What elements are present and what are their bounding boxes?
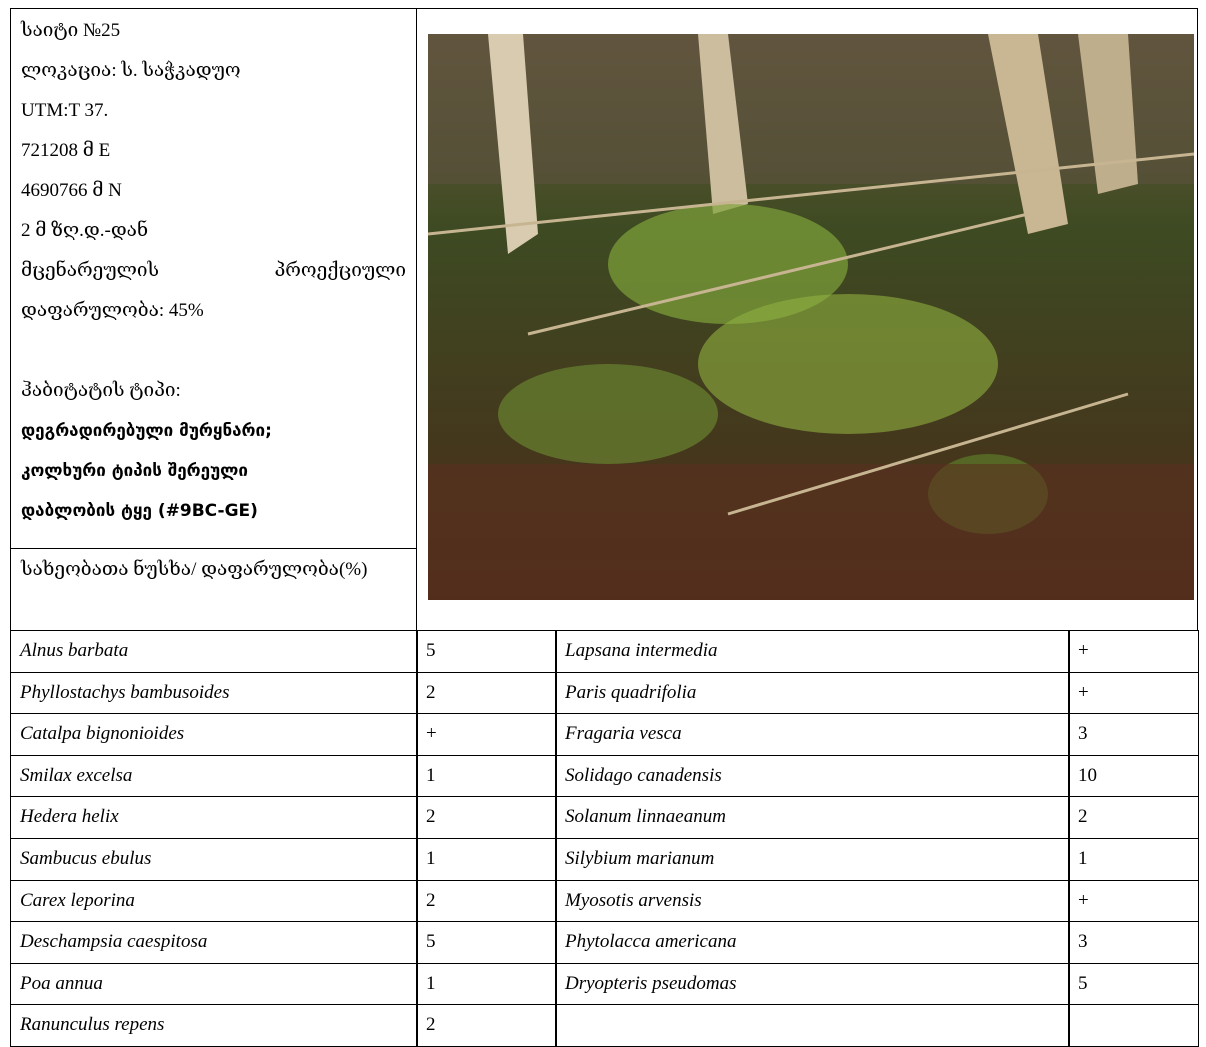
cover-value: 2 — [416, 796, 557, 839]
species-name: Myosotis arvensis — [555, 879, 1070, 923]
species-name: Phyllostachys bambusoides — [10, 671, 418, 715]
species-name: Lapsana intermedia — [555, 630, 1070, 673]
cover-value — [1068, 1004, 1199, 1047]
cover-value: 5 — [1068, 962, 1199, 1006]
species-name: Solanum linnaeanum — [555, 796, 1070, 839]
coverage: მცენარეულის პროექციული დაფარულობა: 45% — [21, 260, 406, 321]
cover-value: 1 — [416, 838, 557, 881]
cover-value: 10 — [1068, 754, 1199, 798]
cover-value: + — [1068, 879, 1199, 923]
species-header: სახეობათა ნუსხა/ დაფარულობა(%) — [10, 548, 417, 631]
species-name: Smilax excelsa — [10, 754, 418, 798]
site-line: 721208 მ E — [21, 140, 111, 161]
cover-value: 2 — [416, 1004, 557, 1047]
site-line: 4690766 მ N — [21, 180, 122, 201]
cover-value: 5 — [416, 630, 557, 673]
cover-value: 1 — [416, 962, 557, 1006]
cover-value: 3 — [1068, 921, 1199, 964]
habitat-type: დეგრადირებული მურყნარი; — [21, 421, 272, 441]
species-name: Solidago canadensis — [555, 754, 1070, 798]
species-name: Alnus barbata — [10, 630, 418, 673]
site-line: 2 მ ზღ.დ.-დან — [21, 220, 149, 241]
species-name: Silybium marianum — [555, 838, 1070, 881]
species-name: Paris quadrifolia — [555, 671, 1070, 715]
species-name: Poa annua — [10, 962, 418, 1006]
cover-value: 5 — [416, 921, 557, 964]
site-info: საიტი №25 ლოკაცია: ს. საჭკადუო UTM:T 37. 72… — [10, 8, 417, 549]
habitat-label: ჰაბიტატის ტიპი: — [21, 380, 181, 401]
photo — [428, 34, 1194, 600]
cover-value: 2 — [1068, 796, 1199, 839]
species-name: Hedera helix — [10, 796, 418, 839]
cover-value: 1 — [1068, 838, 1199, 881]
habitat-type: კოლხური ტიპის შერეული — [21, 461, 248, 481]
cover-value: 2 — [416, 879, 557, 923]
cover-value: + — [1068, 671, 1199, 715]
species-name: Sambucus ebulus — [10, 838, 418, 881]
species-name: Fragaria vesca — [555, 713, 1070, 756]
spacer — [21, 331, 406, 371]
cover-value: 3 — [1068, 713, 1199, 756]
species-name: Dryopteris pseudomas — [555, 962, 1070, 1006]
species-name: Deschampsia caespitosa — [10, 921, 418, 964]
cover-value: 2 — [416, 671, 557, 715]
species-name: Phytolacca americana — [555, 921, 1070, 964]
species-name: Catalpa bignonioides — [10, 713, 418, 756]
species-name — [555, 1004, 1070, 1047]
habitat-type: დაბლობის ტყე (#9BC-GE) — [21, 501, 258, 521]
cover-value: + — [1068, 630, 1199, 673]
site-line: ლოკაცია: ს. საჭკადუო — [21, 60, 241, 81]
species-name: Carex leporina — [10, 879, 418, 923]
cover-value: + — [416, 713, 557, 756]
cover-value: 1 — [416, 754, 557, 798]
species-name: Ranunculus repens — [10, 1004, 418, 1047]
site-line: UTM:T 37. — [21, 100, 109, 121]
site-line: საიტი №25 — [21, 20, 121, 41]
